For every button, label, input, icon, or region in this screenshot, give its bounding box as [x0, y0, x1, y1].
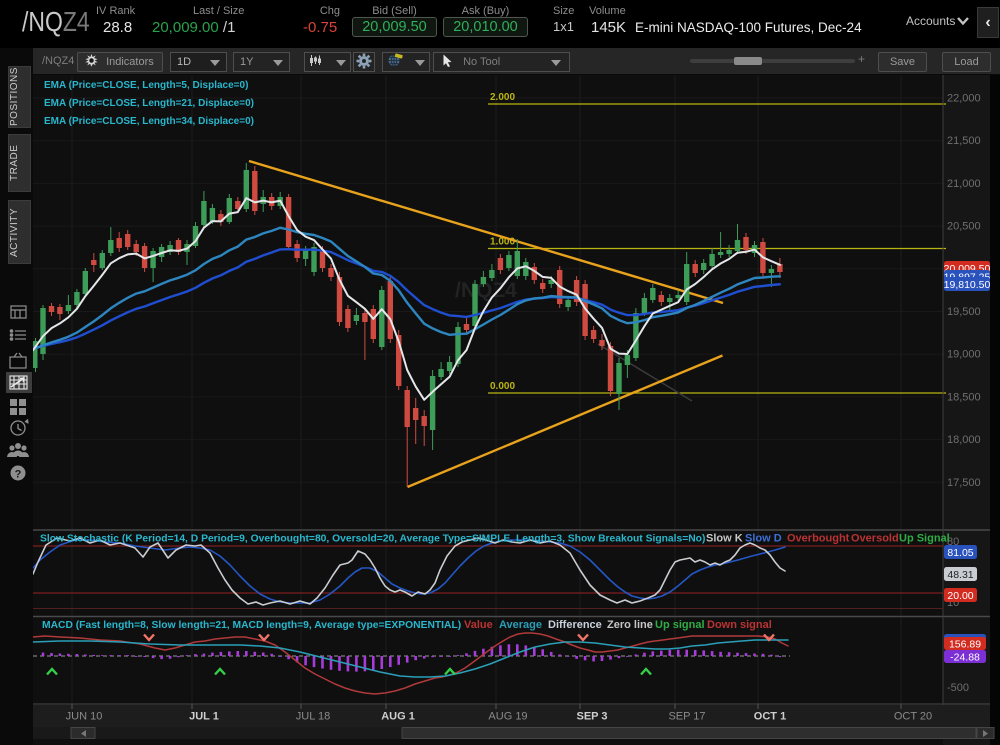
svg-text:OCT 20: OCT 20 — [894, 711, 932, 723]
svg-text:19,810.50: 19,810.50 — [944, 279, 991, 291]
svg-text:20,500: 20,500 — [947, 221, 981, 233]
svg-text:JUL 1: JUL 1 — [189, 711, 219, 723]
svg-text:SEP 3: SEP 3 — [577, 711, 608, 723]
svg-text:19,500: 19,500 — [947, 306, 981, 318]
svg-text:EMA (Price=CLOSE, Length=34, D: EMA (Price=CLOSE, Length=34, Displace=0) — [44, 116, 254, 127]
svg-text:Slow D: Slow D — [745, 533, 782, 545]
svg-text:21,000: 21,000 — [947, 178, 981, 190]
svg-text:48.31: 48.31 — [947, 569, 973, 581]
svg-text:156.89: 156.89 — [949, 638, 981, 650]
svg-text:Average: Average — [499, 619, 542, 631]
svg-text:21,500: 21,500 — [947, 135, 981, 147]
svg-text:Up Signal: Up Signal — [899, 533, 950, 545]
svg-text:EMA (Price=CLOSE, Length=21, D: EMA (Price=CLOSE, Length=21, Displace=0) — [44, 98, 254, 109]
svg-text:/NQZ4: /NQZ4 — [455, 279, 517, 302]
svg-text:0.000: 0.000 — [490, 381, 515, 392]
svg-text:MACD (Fast length=8, Slow leng: MACD (Fast length=8, Slow length=21, MAC… — [42, 620, 461, 631]
svg-text:Down signal: Down signal — [707, 619, 772, 631]
svg-text:SEP 17: SEP 17 — [668, 711, 705, 723]
svg-text:Overbought: Overbought — [787, 533, 850, 545]
svg-text:EMA (Price=CLOSE, Length=5, Di: EMA (Price=CLOSE, Length=5, Displace=0) — [44, 80, 248, 91]
svg-text:Slow Stochastic (K Period=14,: Slow Stochastic (K Period=14, D Period=9… — [40, 534, 705, 545]
svg-text:AUG 19: AUG 19 — [488, 711, 527, 723]
svg-text:2.000: 2.000 — [490, 92, 515, 103]
svg-text:1.000: 1.000 — [490, 237, 515, 248]
svg-text:JUL 18: JUL 18 — [296, 711, 330, 723]
svg-text:Zero line: Zero line — [607, 619, 653, 631]
svg-text:Slow K: Slow K — [706, 533, 743, 545]
svg-text:Up signal: Up signal — [655, 619, 705, 631]
svg-text:Oversold: Oversold — [851, 533, 899, 545]
svg-text:Value: Value — [464, 619, 493, 631]
svg-text:20.00: 20.00 — [947, 590, 973, 602]
svg-text:-500: -500 — [947, 682, 969, 694]
svg-text:JUN 10: JUN 10 — [66, 711, 103, 723]
svg-text:OCT 1: OCT 1 — [754, 711, 786, 723]
svg-text:18,500: 18,500 — [947, 391, 981, 403]
svg-text:19,000: 19,000 — [947, 349, 981, 361]
svg-text:81.05: 81.05 — [947, 547, 973, 559]
svg-text:?: ? — [15, 469, 22, 481]
svg-text:-24.88: -24.88 — [950, 651, 980, 663]
svg-text:AUG 1: AUG 1 — [381, 711, 415, 723]
svg-text:18,000: 18,000 — [947, 434, 981, 446]
svg-text:22,000: 22,000 — [947, 93, 981, 105]
svg-text:Difference: Difference — [548, 619, 602, 631]
svg-text:17,500: 17,500 — [947, 477, 981, 489]
